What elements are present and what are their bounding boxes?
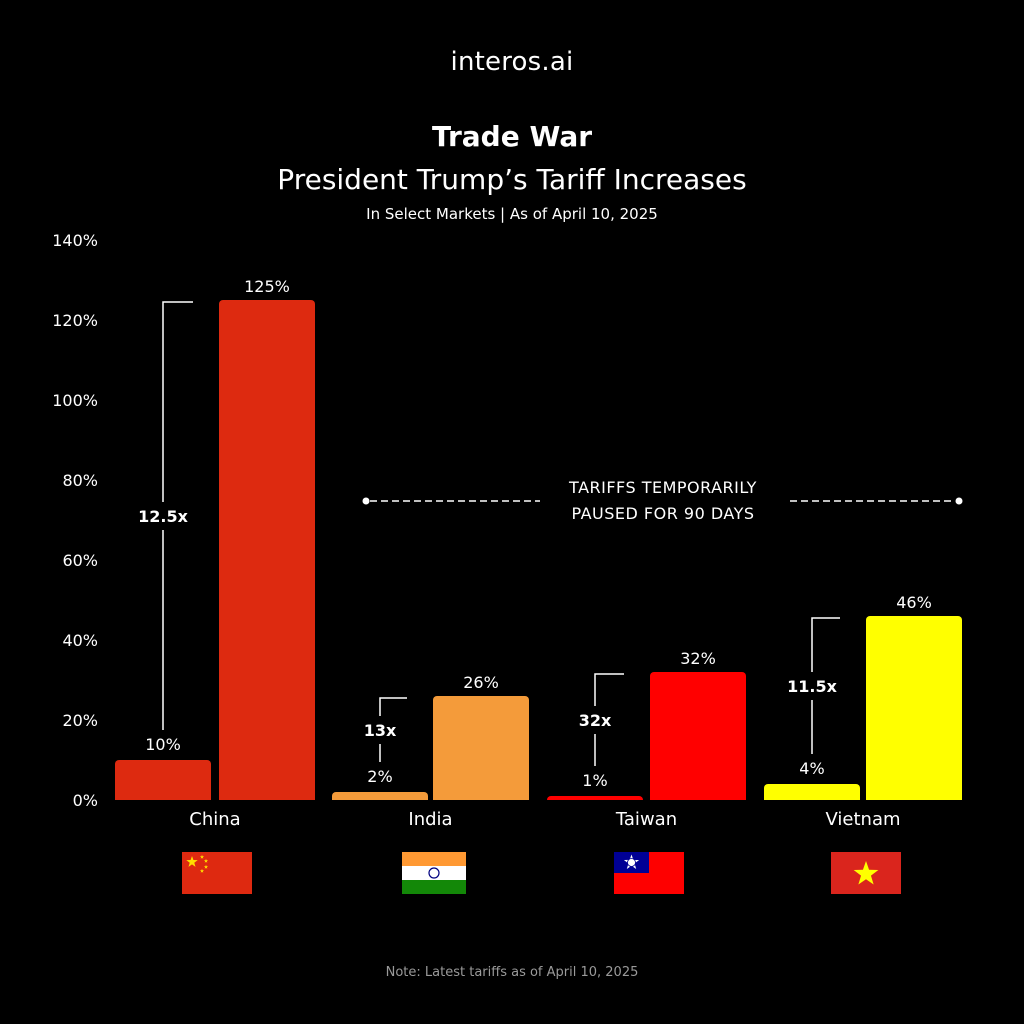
annotation-text-line1: TARIFFS TEMPORARILY xyxy=(568,478,757,497)
china-flag-star xyxy=(199,854,205,859)
y-tick-label: 60% xyxy=(62,551,98,570)
bar-previous-china xyxy=(115,760,211,804)
annotation-text-line2: PAUSED FOR 90 DAYS xyxy=(571,504,754,523)
baseline-mask xyxy=(330,800,540,808)
vietnam-flag-star xyxy=(853,861,879,885)
china-flag-star xyxy=(186,856,198,867)
data-label-current: 46% xyxy=(896,593,932,612)
baseline-mask xyxy=(762,800,972,808)
y-tick-label: 100% xyxy=(52,391,98,410)
chart-subsubtitle: In Select Markets | As of April 10, 2025 xyxy=(366,205,658,223)
bar-previous-vietnam xyxy=(764,784,860,804)
baseline-mask xyxy=(545,800,755,808)
data-label-current: 125% xyxy=(244,277,290,296)
china-flag-star xyxy=(203,864,209,869)
y-tick-label: 80% xyxy=(62,471,98,490)
chart-subtitle: President Trump’s Tariff Increases xyxy=(277,163,747,196)
china-flag-star xyxy=(203,858,209,863)
chart-title: Trade War xyxy=(431,120,593,153)
data-label-previous: 10% xyxy=(145,735,181,754)
multiplier-bracket-top xyxy=(594,673,624,706)
data-label-previous: 2% xyxy=(367,767,392,786)
y-tick-label: 40% xyxy=(62,631,98,650)
annotation-endpoint xyxy=(955,497,963,505)
brand-logo: interos.ai xyxy=(450,47,574,77)
y-tick-label: 0% xyxy=(73,791,98,810)
bar-current-taiwan xyxy=(650,672,746,804)
data-label-current: 32% xyxy=(680,649,716,668)
annotation-endpoint xyxy=(362,497,370,505)
data-label-current: 26% xyxy=(463,673,499,692)
china-flag-star xyxy=(199,868,205,873)
multiplier-label: 11.5x xyxy=(787,677,837,696)
multiplier-bracket-top xyxy=(811,617,840,672)
bar-current-vietnam xyxy=(866,616,962,804)
multiplier-bracket-top xyxy=(379,697,407,716)
multiplier-label: 12.5x xyxy=(138,507,188,526)
category-label: India xyxy=(408,809,452,830)
india-flag-green-band xyxy=(402,880,466,894)
bar-current-india xyxy=(433,696,529,804)
india-flag-icon xyxy=(402,852,466,866)
taiwan-flag-sun-disc xyxy=(627,858,636,867)
multiplier-label: 32x xyxy=(579,711,612,730)
multiplier-label: 13x xyxy=(364,721,397,740)
data-label-previous: 4% xyxy=(799,759,824,778)
india-flag-white-band xyxy=(402,866,466,880)
footnote: Note: Latest tariffs as of April 10, 202… xyxy=(385,965,639,980)
bar-current-china xyxy=(219,300,315,804)
y-tick-label: 20% xyxy=(62,711,98,730)
baseline-mask xyxy=(113,800,323,808)
multiplier-bracket-top xyxy=(162,301,193,502)
data-label-previous: 1% xyxy=(582,771,607,790)
category-label: Taiwan xyxy=(615,809,677,830)
category-label: Vietnam xyxy=(825,809,900,830)
y-tick-label: 140% xyxy=(52,231,98,250)
india-flag-chakra xyxy=(428,867,440,879)
china-flag-icon xyxy=(182,852,252,894)
category-label: China xyxy=(189,809,240,830)
y-tick-label: 120% xyxy=(52,311,98,330)
